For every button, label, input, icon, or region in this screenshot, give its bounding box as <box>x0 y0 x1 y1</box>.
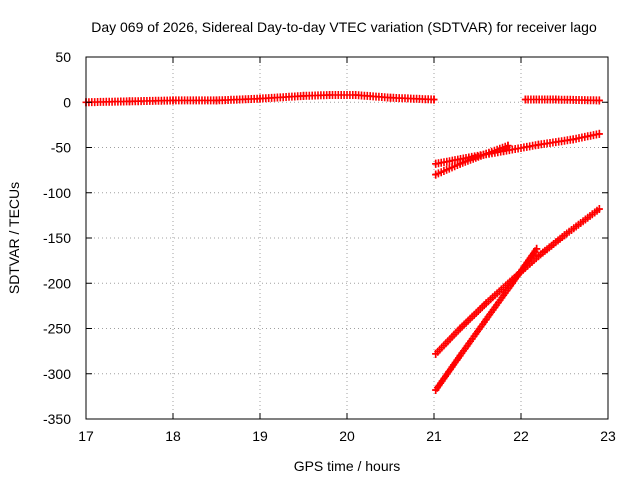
x-axis-label: GPS time / hours <box>294 458 401 474</box>
axis-ticks: 17 18 19 20 21 22 23 50 0 -50 -100 -150 -200 -250 -300… <box>43 49 616 444</box>
data-point <box>126 97 133 106</box>
data-point <box>387 93 394 102</box>
series-2 <box>521 95 603 105</box>
series-6 <box>432 244 541 395</box>
data-point <box>534 252 542 261</box>
data-point <box>521 95 529 104</box>
series-markers <box>432 205 603 358</box>
chart-title: Day 069 of 2026, Sidereal Day-to-day VTE… <box>91 19 597 35</box>
data-point <box>595 129 603 138</box>
data-point <box>504 141 512 150</box>
data-point <box>352 91 360 100</box>
y-tick-label: 0 <box>63 94 71 110</box>
data-point <box>508 279 516 288</box>
x-tick-label: 20 <box>339 428 355 444</box>
y-tick-label: -350 <box>43 411 71 427</box>
data-point <box>213 96 220 105</box>
series-4 <box>432 129 603 168</box>
data-point <box>256 94 264 103</box>
y-tick-label: -50 <box>51 140 71 156</box>
data-point <box>561 231 568 240</box>
y-tick-label: -300 <box>43 366 71 382</box>
data-point <box>595 205 603 214</box>
data-point <box>533 244 541 253</box>
x-tick-label: 17 <box>78 428 94 444</box>
data-point <box>456 351 464 360</box>
data-point <box>432 386 440 395</box>
data-point <box>326 91 334 100</box>
data-point <box>430 95 438 104</box>
data-point <box>500 147 508 156</box>
y-axis-label: SDTVAR / TECUs <box>6 182 22 294</box>
y-tick-label: -200 <box>43 275 71 291</box>
y-tick-label: -100 <box>43 185 71 201</box>
y-tick-label: 50 <box>55 49 71 65</box>
series-5 <box>432 205 603 358</box>
grid-lines <box>86 57 608 419</box>
y-tick-label: -150 <box>43 230 71 246</box>
data-point <box>595 96 603 105</box>
data-point <box>300 91 307 100</box>
y-tick-label: -250 <box>43 321 71 337</box>
data-point <box>169 96 177 105</box>
data-point <box>552 95 560 104</box>
data-point <box>534 140 542 149</box>
x-tick-label: 19 <box>252 428 268 444</box>
data-point <box>569 135 577 144</box>
x-tick-label: 21 <box>426 428 442 444</box>
data-point <box>482 299 490 308</box>
x-tick-label: 23 <box>600 428 616 444</box>
data-series <box>82 91 603 395</box>
data-point <box>432 159 440 168</box>
x-tick-label: 22 <box>513 428 529 444</box>
data-point <box>456 324 464 333</box>
data-point <box>482 315 490 324</box>
series-markers <box>432 129 603 168</box>
data-point <box>432 349 440 358</box>
series-1 <box>82 91 438 107</box>
data-point <box>432 170 440 179</box>
data-point <box>465 153 473 162</box>
series-markers <box>521 95 603 105</box>
x-tick-label: 18 <box>165 428 181 444</box>
